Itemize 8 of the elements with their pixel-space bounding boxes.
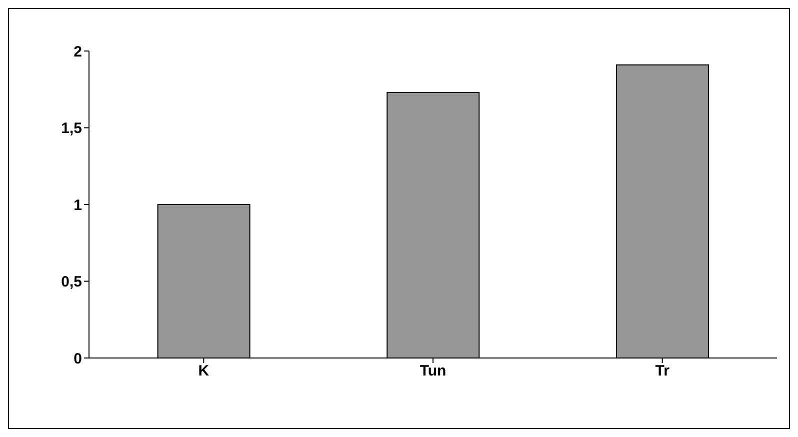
x-tick-label: K: [198, 362, 210, 380]
y-tick-label: 0,5: [61, 274, 82, 291]
y-tick-label: 1: [74, 196, 82, 214]
y-tick-label: 1,5: [61, 120, 82, 138]
y-tick-label: 0: [74, 350, 82, 368]
x-tick-label: Tun: [420, 362, 446, 380]
y-tick-label: 2: [74, 43, 82, 60]
x-tick-label: Tr: [655, 362, 670, 380]
